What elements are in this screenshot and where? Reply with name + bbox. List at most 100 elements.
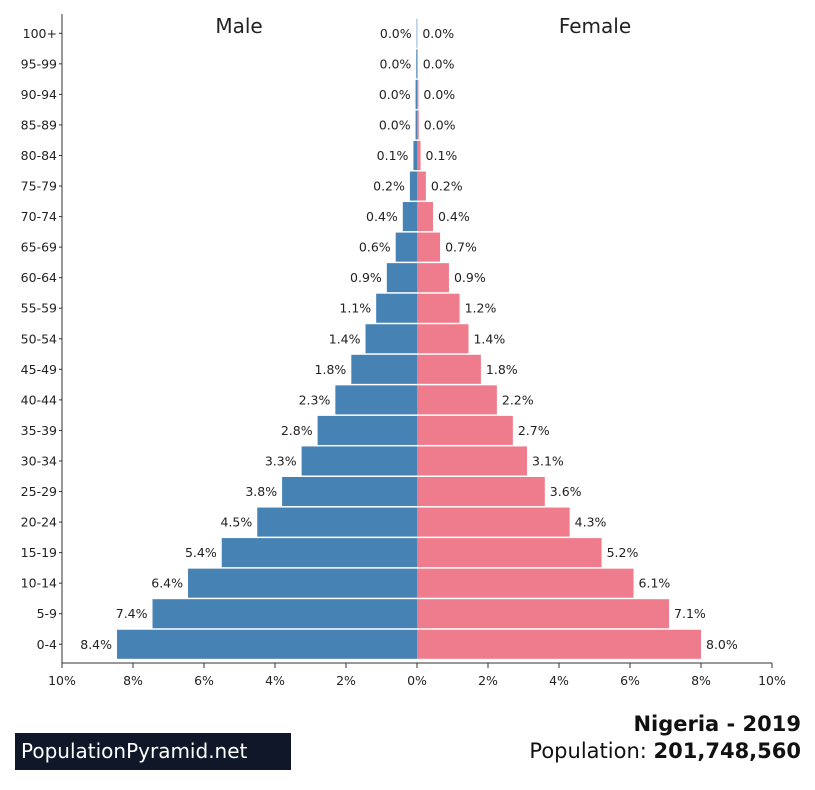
male-bar <box>152 599 417 629</box>
female-bar <box>417 629 701 659</box>
female-bar <box>417 477 545 507</box>
male-value-label: 0.9% <box>350 270 382 285</box>
male-title: Male <box>215 14 262 38</box>
female-bar <box>417 232 441 262</box>
female-value-label: 0.0% <box>424 117 456 132</box>
male-bar <box>351 354 417 384</box>
female-value-label: 4.3% <box>575 515 607 530</box>
female-value-label: 6.1% <box>639 576 671 591</box>
age-group-label: 35-39 <box>21 423 57 438</box>
population-pyramid-chart: Male Female 100+ 0.0% 0.0% 95-99 0.0% 0.0% 90-94… <box>21 14 786 688</box>
x-tick-label: 6% <box>194 673 214 688</box>
female-value-label: 0.9% <box>454 270 486 285</box>
female-title: Female <box>559 14 631 38</box>
male-value-label: 0.0% <box>380 56 412 71</box>
male-bar <box>317 415 417 445</box>
brand-logo[interactable]: PopulationPyramid.net <box>15 733 291 770</box>
male-bar <box>117 629 418 659</box>
female-value-label: 2.7% <box>518 423 550 438</box>
male-value-label: 1.4% <box>329 331 361 346</box>
age-group-label: 85-89 <box>21 117 57 132</box>
male-value-label: 1.8% <box>315 362 347 377</box>
age-group-label: 75-79 <box>21 179 57 194</box>
male-bar <box>413 140 417 170</box>
female-value-label: 7.1% <box>674 606 706 621</box>
male-value-label: 6.4% <box>151 576 183 591</box>
female-bar <box>417 538 602 568</box>
age-group-label: 25-29 <box>21 484 57 499</box>
country-year-title: Nigeria - 2019 <box>633 712 801 736</box>
age-group-label: 70-74 <box>21 209 57 224</box>
male-value-label: 4.5% <box>220 515 252 530</box>
male-value-label: 0.0% <box>379 117 411 132</box>
male-bar <box>402 202 417 232</box>
female-bar <box>417 324 469 354</box>
age-group-label: 65-69 <box>21 240 57 255</box>
female-bar <box>417 202 433 232</box>
male-bar <box>221 538 417 568</box>
x-tick-label: 2% <box>336 673 356 688</box>
female-bar <box>417 49 418 79</box>
female-value-label: 3.1% <box>532 453 564 468</box>
female-value-label: 1.8% <box>486 362 518 377</box>
age-group-label: 5-9 <box>37 606 57 621</box>
female-bar <box>417 415 513 445</box>
male-bar <box>409 171 417 201</box>
age-group-label: 40-44 <box>21 392 57 407</box>
female-bar <box>417 140 421 170</box>
female-bar <box>417 385 497 415</box>
male-value-label: 1.1% <box>339 301 371 316</box>
male-value-label: 3.3% <box>265 453 297 468</box>
male-bar <box>365 324 417 354</box>
female-bar <box>417 354 481 384</box>
male-value-label: 7.4% <box>116 606 148 621</box>
female-bar <box>417 446 528 476</box>
male-value-label: 5.4% <box>185 545 217 560</box>
age-group-label: 50-54 <box>21 331 57 346</box>
x-tick-label: 4% <box>265 673 285 688</box>
male-bar <box>395 232 417 262</box>
age-group-label: 95-99 <box>21 56 57 71</box>
male-bar <box>282 477 417 507</box>
age-group-label: 20-24 <box>21 515 57 530</box>
female-value-label: 0.7% <box>445 240 477 255</box>
female-bar <box>417 110 419 140</box>
male-bar <box>188 568 417 598</box>
female-bar <box>417 263 449 293</box>
female-value-label: 1.4% <box>473 331 505 346</box>
male-bar <box>376 293 417 323</box>
male-value-label: 0.1% <box>377 148 409 163</box>
age-group-label: 90-94 <box>21 87 57 102</box>
male-value-label: 0.2% <box>373 179 405 194</box>
female-bar <box>417 568 634 598</box>
female-bar <box>417 599 670 629</box>
x-tick-label: 8% <box>123 673 143 688</box>
male-bar <box>257 507 417 537</box>
female-value-label: 0.4% <box>438 209 470 224</box>
age-group-label: 15-19 <box>21 545 57 560</box>
population-total: Population: 201,748,560 <box>529 739 801 763</box>
age-group-label: 100+ <box>23 26 57 41</box>
male-bar <box>301 446 417 476</box>
female-value-label: 8.0% <box>706 637 738 652</box>
age-group-label: 0-4 <box>37 637 57 652</box>
x-tick-label: 4% <box>549 673 569 688</box>
female-bar <box>417 507 570 537</box>
female-value-label: 1.2% <box>465 301 497 316</box>
male-value-label: 0.6% <box>359 240 391 255</box>
male-value-label: 2.8% <box>281 423 313 438</box>
male-bar <box>335 385 417 415</box>
female-value-label: 5.2% <box>607 545 639 560</box>
age-group-label: 60-64 <box>21 270 57 285</box>
x-tick-label: 10% <box>758 673 786 688</box>
female-value-label: 0.0% <box>423 87 455 102</box>
male-value-label: 0.4% <box>366 209 398 224</box>
male-value-label: 0.0% <box>379 87 411 102</box>
age-group-label: 10-14 <box>21 576 57 591</box>
x-tick-label: 0% <box>407 673 427 688</box>
x-tick-label: 6% <box>620 673 640 688</box>
x-tick-label: 10% <box>48 673 76 688</box>
female-value-label: 0.0% <box>423 56 455 71</box>
female-bar <box>417 293 460 323</box>
male-value-label: 2.3% <box>299 392 331 407</box>
